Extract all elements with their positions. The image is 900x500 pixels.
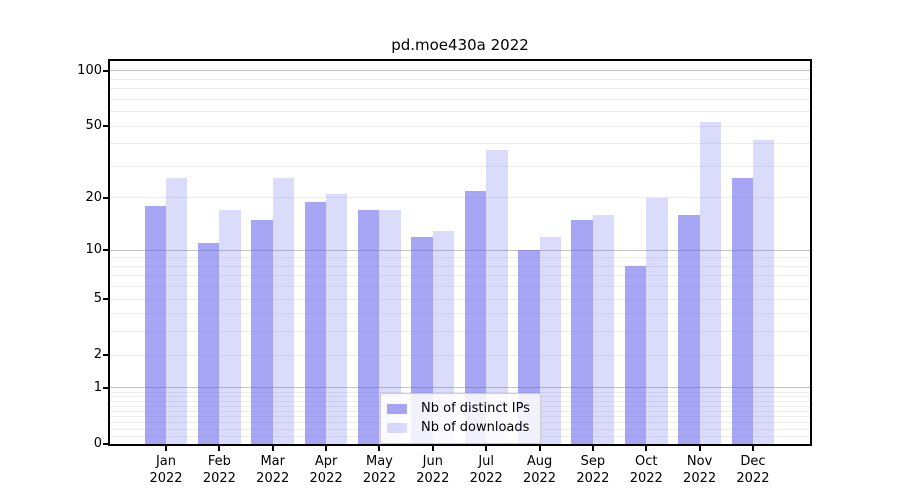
- y-tick-mark: [103, 354, 110, 357]
- legend-swatch-distinct-ips: [387, 403, 407, 414]
- y-gridline-minor: [110, 354, 810, 356]
- x-tick-mark: [325, 444, 328, 451]
- x-tick-label: Feb 2022: [202, 454, 236, 486]
- bar-downloads: [272, 177, 295, 444]
- x-tick-label: Oct 2022: [629, 454, 663, 486]
- legend-entry-distinct-ips: Nb of distinct IPs: [387, 399, 530, 418]
- x-tick-label: Jun 2022: [416, 454, 450, 486]
- y-gridline-major: [110, 387, 810, 389]
- y-tick-mark: [103, 69, 110, 72]
- y-gridline-minor: [110, 391, 810, 393]
- bar-downloads: [646, 197, 668, 444]
- y-tick-mark: [103, 125, 110, 128]
- plot-area: Nb of distinct IPs Nb of downloads 100 50…: [77, 59, 812, 486]
- x-tick-mark: [378, 444, 381, 451]
- y-gridline-minor: [110, 275, 810, 277]
- x-tick-label: Aug 2022: [522, 454, 557, 486]
- bar-downloads: [326, 194, 348, 444]
- y-tick-mark: [103, 249, 110, 252]
- bar-distinct-ips: [197, 243, 220, 444]
- bar-downloads: [699, 121, 721, 444]
- bar-downloads: [379, 210, 401, 444]
- y-tick-label: 20: [85, 189, 102, 205]
- bar-distinct-ips: [464, 190, 487, 444]
- legend: Nb of distinct IPs Nb of downloads: [380, 393, 541, 444]
- x-tick-mark: [538, 444, 541, 451]
- x-tick-label: Mar 2022: [256, 454, 290, 486]
- x-tick-label: Jan 2022: [149, 454, 183, 486]
- y-tick-label: 5: [93, 291, 102, 307]
- bar-distinct-ips: [304, 201, 327, 444]
- y-gridline-major: [110, 249, 810, 251]
- x-tick-mark: [645, 444, 648, 451]
- legend-entry-downloads: Nb of downloads: [387, 418, 530, 437]
- y-gridline-major: [110, 70, 810, 72]
- y-tick-mark: [103, 298, 110, 301]
- x-tick-label: Apr 2022: [309, 454, 343, 486]
- y-gridline-minor: [110, 88, 810, 90]
- bar-downloads: [166, 177, 188, 444]
- y-gridline-minor: [110, 143, 810, 145]
- x-tick-mark: [485, 444, 488, 451]
- bar-distinct-ips: [731, 177, 753, 444]
- y-tick-mark: [103, 386, 110, 389]
- x-tick-label: Nov 2022: [683, 454, 717, 486]
- y-gridline-minor: [110, 313, 810, 315]
- x-tick-label: May 2022: [362, 454, 396, 486]
- y-tick-mark: [103, 196, 110, 199]
- bar-distinct-ips: [358, 210, 380, 444]
- bar-distinct-ips: [678, 215, 700, 444]
- y-gridline-minor: [110, 197, 810, 199]
- x-tick-label: Sep 2022: [576, 454, 610, 486]
- x-tick-label: Jul 2022: [469, 454, 503, 486]
- x-tick-mark: [698, 444, 701, 451]
- y-tick-mark: [103, 443, 110, 445]
- y-tick-label: 1: [93, 379, 102, 395]
- bar-downloads: [539, 236, 561, 444]
- bar-distinct-ips: [624, 266, 647, 444]
- legend-label-downloads: Nb of downloads: [421, 420, 530, 435]
- y-tick-label: 10: [85, 242, 102, 258]
- y-gridline-minor: [110, 286, 810, 288]
- bar-distinct-ips: [411, 236, 433, 444]
- y-gridline-minor: [110, 331, 810, 333]
- bar-distinct-ips: [144, 206, 166, 444]
- x-tick-mark: [271, 444, 274, 451]
- y-gridline-minor: [110, 78, 810, 80]
- x-tick-mark: [431, 444, 434, 451]
- bar-distinct-ips: [571, 219, 593, 444]
- bar-downloads: [592, 215, 615, 444]
- x-tick-mark: [751, 444, 754, 451]
- x-tick-mark: [165, 444, 167, 451]
- legend-label-distinct-ips: Nb of distinct IPs: [421, 401, 530, 416]
- x-tick-label: Dec 2022: [736, 454, 770, 486]
- y-gridline-minor: [110, 111, 810, 113]
- y-tick-label: 100: [77, 62, 102, 78]
- y-gridline-minor: [110, 265, 810, 267]
- chart-title: pd.moe430a 2022: [391, 36, 529, 54]
- y-gridline-minor: [110, 98, 810, 100]
- bar-distinct-ips: [251, 219, 273, 444]
- x-tick-mark: [218, 444, 221, 451]
- y-gridline-minor: [110, 298, 810, 300]
- bar-downloads: [432, 230, 455, 444]
- y-tick-label: 2: [93, 347, 102, 363]
- y-gridline-minor: [110, 257, 810, 259]
- y-tick-label: 50: [85, 118, 102, 134]
- bar-downloads: [219, 210, 241, 444]
- y-tick-label: 0: [93, 436, 102, 451]
- x-tick-mark: [591, 444, 594, 451]
- bar-downloads: [486, 150, 508, 444]
- bar-downloads: [752, 140, 775, 444]
- y-gridline-minor: [110, 165, 810, 167]
- legend-swatch-downloads: [387, 422, 407, 433]
- y-gridline-minor: [110, 125, 810, 127]
